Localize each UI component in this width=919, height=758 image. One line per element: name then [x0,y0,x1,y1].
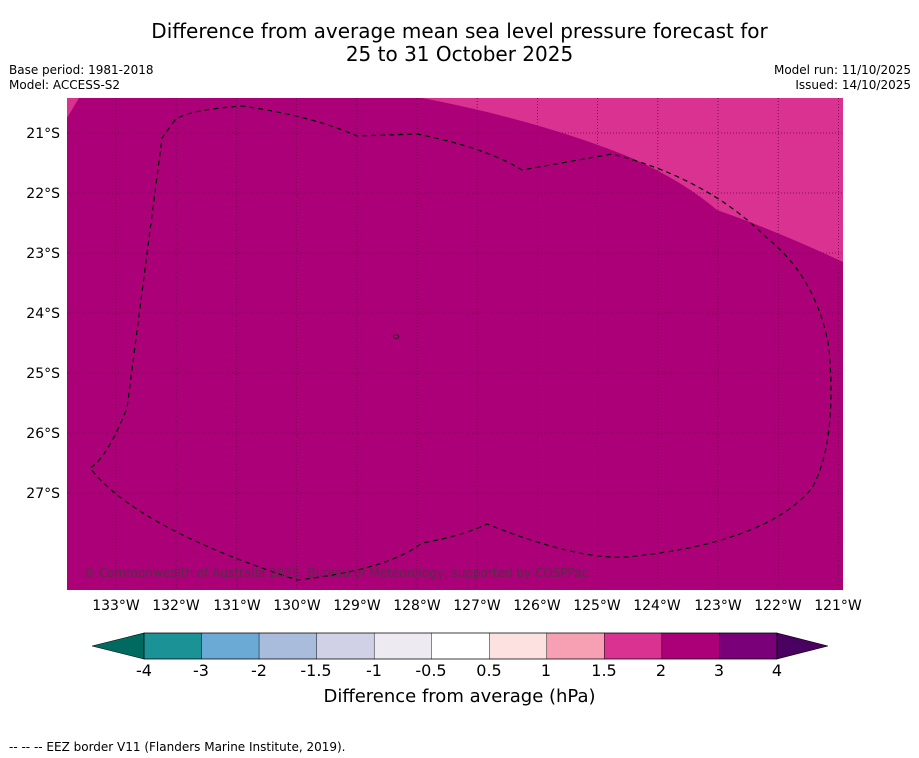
colorbar-tick: -1 [366,661,382,680]
colorbar-tick: 0.5 [476,661,502,680]
lon-label: 133°W [92,598,140,614]
lon-label: 129°W [333,598,381,614]
colorbar-outline [143,632,778,660]
colorbar-tick: 3 [713,661,725,680]
colorbar-swatch [373,632,432,660]
lon-label: 125°W [573,598,621,614]
colorbar-tick: 2 [655,661,667,680]
lon-label: 123°W [694,598,742,614]
lat-label: 27°S [26,486,60,502]
chart-title-line2: 25 to 31 October 2025 [345,42,574,66]
colorbar-tick: 1 [540,661,552,680]
colorbar-swatch [201,632,260,660]
colorbar-swatch [604,632,663,660]
colorbar-tick: -2 [251,661,267,680]
colorbar-swatch [719,632,778,660]
colorbar-swatch [546,632,605,660]
lon-label: 132°W [152,598,200,614]
model-name: Model: ACCESS-S2 [9,78,121,92]
colorbar-swatch [316,632,375,660]
lon-label: 121°W [814,598,862,614]
lon-label: 126°W [513,598,561,614]
lat-label: 25°S [26,366,60,382]
colorbar-swatch [431,632,490,660]
colorbar-swatch [143,632,202,660]
colorbar-tick: -0.5 [415,661,447,680]
island-outline [392,334,400,340]
lon-label: 127°W [453,598,501,614]
lat-label: 21°S [26,126,60,142]
lat-label: 23°S [26,246,60,262]
colorbar-under-arrow [91,632,145,660]
eez-border [89,105,832,581]
copyright-notice: © Commonwealth of Australia 2025, Bureau… [83,566,588,580]
lon-label: 128°W [393,598,441,614]
eez-legend: -- -- -- EEZ border V11 (Flanders Marine… [9,740,346,754]
map-graticule [67,98,843,590]
colorbar-swatch [258,632,317,660]
lon-label: 124°W [633,598,681,614]
colorbar-tick: -3 [193,661,209,680]
issued-date: Issued: 14/10/2025 [795,78,911,92]
model-run: Model run: 11/10/2025 [773,63,911,77]
colorbar-tick: -4 [136,661,152,680]
lon-label: 131°W [213,598,261,614]
colorbar-swatch [489,632,548,660]
base-period: Base period: 1981-2018 [9,63,154,77]
lon-label: 122°W [754,598,802,614]
lat-label: 26°S [26,426,60,442]
chart-title-line1: Difference from average mean sea level p… [151,19,768,43]
lat-label: 22°S [26,186,60,202]
colorbar-swatch [661,632,720,660]
colorbar-tick: 4 [771,661,783,680]
colorbar-label: Difference from average (hPa) [323,686,596,707]
pressure-anomaly-map: © Commonwealth of Australia 2025, Bureau… [67,98,843,590]
lat-label: 24°S [26,306,60,322]
higher-anomaly-region [67,98,843,262]
lon-label: 130°W [273,598,321,614]
colorbar-tick: 1.5 [591,661,617,680]
colorbar-over-arrow [776,632,829,660]
colorbar-tick: -1.5 [300,661,332,680]
